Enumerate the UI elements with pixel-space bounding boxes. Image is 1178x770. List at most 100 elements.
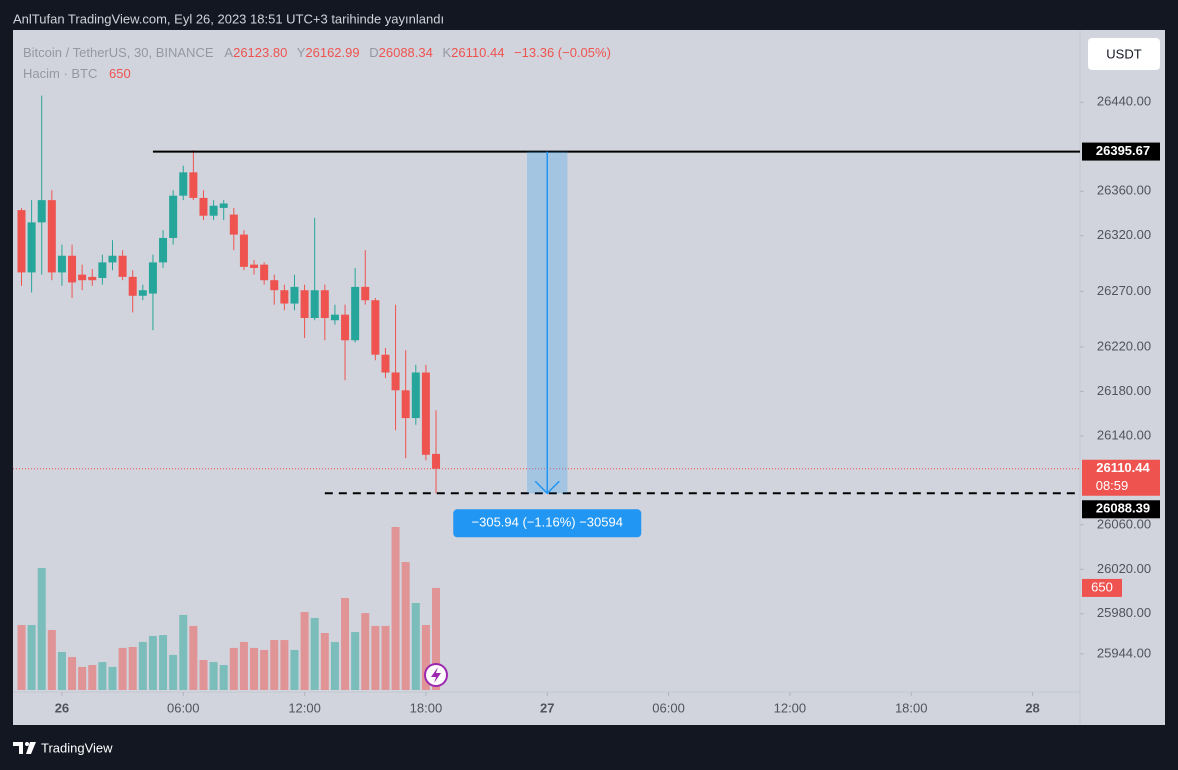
candle-body [351,286,360,341]
y-tick-label: 26140.00 [1097,427,1151,442]
volume-bar [219,665,228,690]
candle-body [239,234,248,267]
candle-body [401,390,410,419]
candle-body [98,262,107,278]
candle-body [421,372,430,455]
legend-c-label: K [443,45,452,60]
legend-l-label: D [369,45,378,60]
volume-bar [138,641,147,690]
measure-arrowhead [534,480,560,495]
volume-bar [391,527,400,690]
candle-body [361,286,370,301]
volume-bar [68,657,77,690]
candle-body [37,200,46,223]
volume-bar [169,654,178,690]
currency-button-label[interactable]: USDT [1106,46,1141,61]
candle-body [411,372,420,419]
x-tick-label: 26 [55,700,69,715]
candle-body [320,290,329,319]
legend-symbol: Bitcoin / TetherUS, 30, BINANCE [23,45,214,60]
support-label: 26088.39 [1096,501,1150,516]
y-tick-label: 26360.00 [1097,183,1151,198]
candle-body [128,276,137,296]
candle-body [381,354,390,373]
candle-body [57,255,66,273]
logo-shape [13,742,23,754]
volume-bar [250,647,259,690]
candle-body [148,262,157,294]
candle-body [47,200,56,273]
candle-body [27,222,36,273]
volume-bar [239,641,248,690]
candle-body [118,255,127,277]
volume-legend: Hacim · BTC 650 [23,66,131,81]
y-tick-label: 25944.00 [1097,645,1151,660]
candle-body [138,290,147,296]
resistance-label: 26395.67 [1096,143,1150,158]
candle-body [78,274,87,281]
candle-body [219,203,228,208]
last-price-label: 26110.44 [1096,460,1150,475]
y-tick-label: 26020.00 [1097,561,1151,576]
volume-bar [401,562,410,690]
logo-shape [26,742,36,754]
chart-pane [13,30,1165,725]
candle-body [330,314,339,321]
volume-bar [361,613,370,690]
y-tick-label: 26180.00 [1097,383,1151,398]
candle-body [159,237,168,263]
measure-label: −305.94 (−1.16%) −30594 [472,515,623,530]
volume-bar [179,614,188,690]
volume-bar [310,617,319,690]
candle-body [391,372,400,391]
x-tick-label: 06:00 [167,700,200,715]
legend-h-label: Y [297,45,306,60]
volume-value: 650 [109,66,131,81]
x-tick-label: 28 [1025,700,1039,715]
volume-bar [300,611,309,690]
volume-bar [88,665,97,690]
candle-body [169,195,178,238]
candle-body [290,286,299,304]
volume-bar [290,649,299,690]
volume-bar [371,625,380,690]
volume-bar [47,630,56,690]
candle-body [280,290,289,304]
x-tick-label: 18:00 [895,700,928,715]
volume-bar [270,640,279,690]
candle-body [88,276,97,281]
candle-body [270,280,279,291]
volume-bar [118,647,127,690]
countdown: 08:59 [1096,478,1129,493]
volume-bar [351,632,360,690]
resistance-label-box [1082,142,1160,161]
candle-body [260,264,269,281]
volume-bar [159,635,168,690]
x-tick-label: 12:00 [288,700,321,715]
volume-bar [27,624,36,690]
volume-bar [341,597,350,690]
volume-bar [57,651,66,690]
legend-row: Bitcoin / TetherUS, 30, BINANCE A26123.8… [23,45,611,60]
legend-c: 26110.44 [451,45,504,60]
x-tick-label: 27 [540,700,554,715]
volume-bar [280,640,289,690]
volume-bar [148,635,157,690]
y-tick-label: 26320.00 [1097,227,1151,242]
volume-name: Hacim · BTC [23,66,97,81]
candle-body [189,172,198,198]
x-tick-label: 06:00 [652,700,685,715]
volume-bar [98,662,107,690]
candle-body [300,290,309,319]
candle-body [68,255,77,283]
volume-bar [199,660,208,690]
candle-body [179,172,188,196]
y-tick-label: 26270.00 [1097,283,1151,298]
volume-bar [260,649,269,690]
y-tick-label: 26440.00 [1097,94,1151,109]
x-tick-label: 12:00 [774,700,807,715]
candle-body [432,453,441,469]
volume-bar [209,662,218,690]
currency-button[interactable] [1088,38,1160,70]
